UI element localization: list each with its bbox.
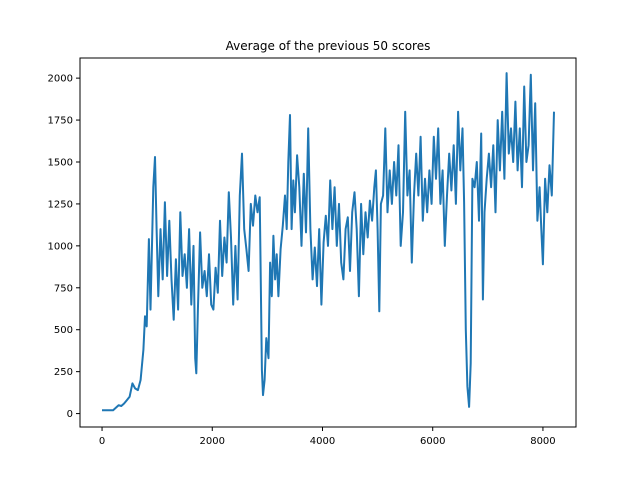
chart-title: Average of the previous 50 scores: [226, 39, 431, 53]
y-tick-label: 750: [54, 283, 73, 294]
y-tick-label: 1750: [48, 116, 73, 127]
x-tick-label: 2000: [200, 436, 225, 447]
x-tick-label: 4000: [310, 436, 335, 447]
y-tick-label: 1250: [48, 199, 73, 210]
y-tick-label: 2000: [48, 74, 73, 85]
y-tick-label: 1500: [48, 157, 73, 168]
y-tick-label: 500: [54, 325, 73, 336]
x-tick-label: 6000: [420, 436, 445, 447]
y-tick-label: 1000: [48, 241, 73, 252]
plot-area: [102, 73, 554, 410]
y-tick-label: 0: [67, 409, 73, 420]
x-tick-label: 8000: [530, 436, 555, 447]
axes: 0 2000 4000 6000 8000 0 250 500 750 1000 1250 1500 1…: [48, 74, 556, 447]
x-tick-label: 0: [99, 436, 105, 447]
series-line-0: [102, 73, 554, 410]
y-tick-label: 250: [54, 367, 73, 378]
